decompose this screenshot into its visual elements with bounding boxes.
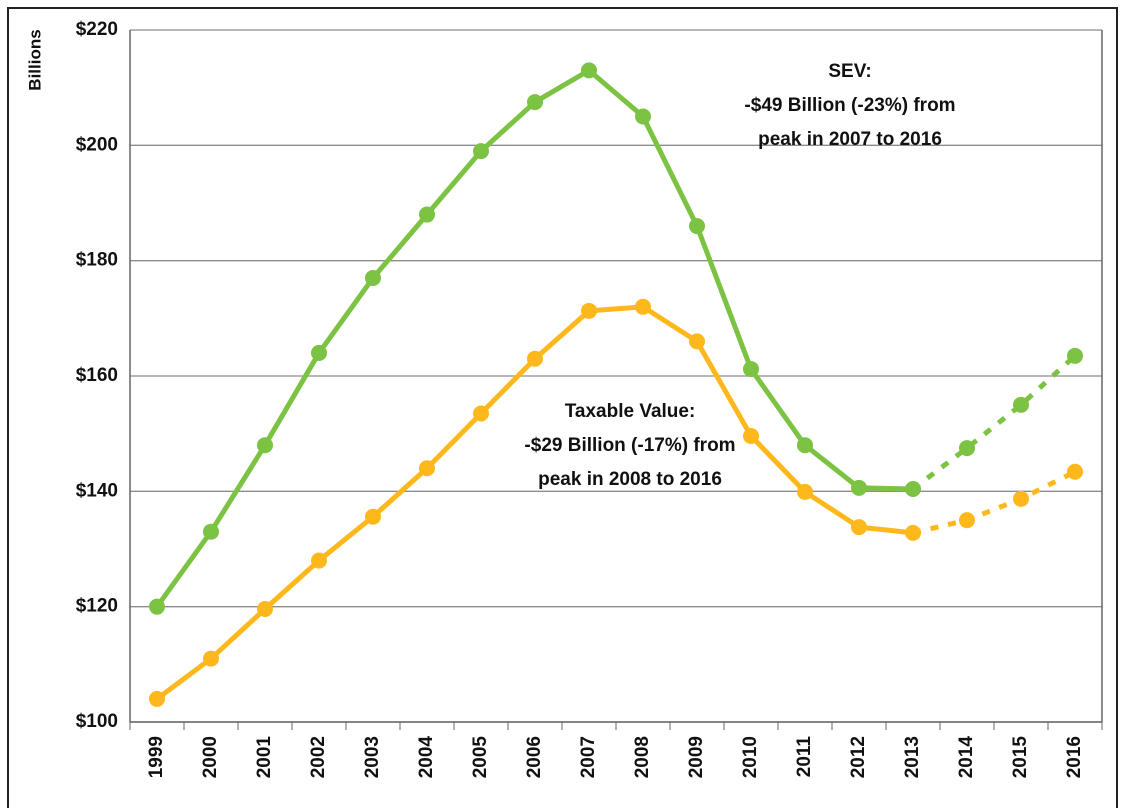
y-tick-label: $180 [76,250,118,271]
point [149,690,165,707]
y-tick-label: $120 [76,596,118,617]
frame [7,7,1118,808]
point [581,302,597,319]
point [635,108,651,125]
x-tick-label: 2005 [470,736,491,779]
series-line [154,67,914,609]
x-tick-label: 2002 [308,736,329,778]
y-tick-label: $160 [76,365,118,386]
y-tick-label: $220 [76,19,118,40]
point [797,437,813,454]
x-tick-label: 2000 [200,736,221,778]
annotation: -$49 Billion (-23%) from [744,95,955,116]
point [203,523,219,540]
point [473,405,489,422]
x-tick-label: 2011 [794,736,815,778]
point [1067,463,1083,480]
point [797,483,813,500]
point [257,600,273,617]
point [365,508,381,525]
point [311,344,327,361]
point [473,143,489,160]
point [527,94,543,111]
x-tick-label: 2012 [848,736,869,778]
annotation: Taxable Value: [565,401,696,422]
point [1013,490,1029,507]
x-tick-label: 2008 [632,736,653,778]
point [635,298,651,315]
point [959,440,975,457]
x-tick-label: 2007 [578,736,599,778]
point [743,427,759,444]
annotation: peak in 2008 to 2016 [538,469,722,490]
y-tick-label: $100 [76,711,118,732]
point [689,333,705,350]
point [311,552,327,569]
point [527,350,543,367]
annotation: -$29 Billion (-17%) from [524,435,735,456]
x-tick-label: 2014 [956,736,977,779]
x-tick-label: 2010 [740,736,761,778]
point [1067,347,1083,364]
point [257,437,273,454]
point [203,650,219,667]
point [743,361,759,378]
y-tick-label: $140 [76,480,118,501]
point [959,512,975,529]
point [905,481,921,498]
y-tick-label: $200 [76,134,118,155]
point [851,479,867,496]
x-tick-label: 2006 [524,736,545,778]
x-tick-label: 2009 [686,736,707,778]
point [1013,396,1029,413]
point [581,62,597,79]
point [689,218,705,235]
x-tick-label: 2016 [1064,736,1085,778]
x-tick-label: 2003 [362,736,383,778]
x-tick-label: 2013 [902,736,923,778]
x-tick-label: 2004 [416,736,437,779]
point [851,519,867,536]
y-axis-label: Billions [25,29,44,90]
x-tick-label: 2001 [254,736,275,779]
point [149,598,165,615]
point [365,269,381,286]
annotation: peak in 2007 to 2016 [758,129,942,150]
x-tick-label: 2015 [1010,736,1031,779]
point [419,460,435,477]
point [419,206,435,223]
series-line [912,469,1077,536]
x-tick-label: 1999 [146,736,167,778]
point [905,524,921,541]
annotation: SEV: [828,61,871,82]
